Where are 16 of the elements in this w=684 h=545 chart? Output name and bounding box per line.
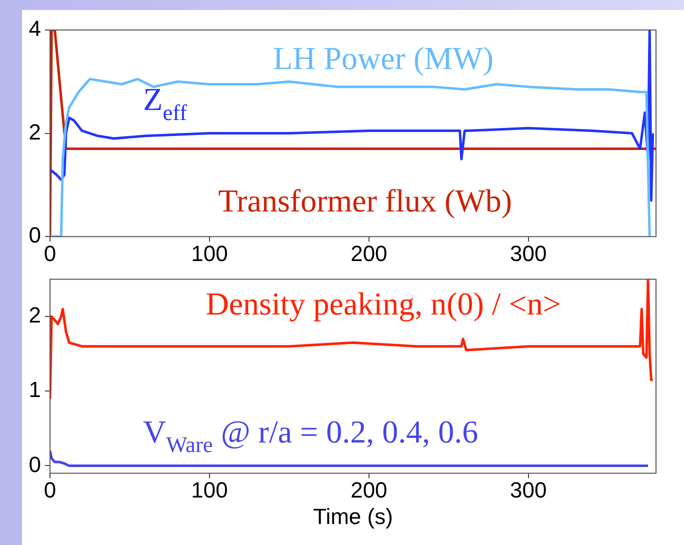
x-tick-label: 300 — [510, 477, 547, 502]
y-tick-label: 2 — [28, 119, 41, 144]
x-tick-label: 200 — [350, 477, 388, 502]
y-tick-label: 0 — [28, 452, 41, 477]
y-tick-label: 4 — [28, 16, 41, 42]
x-axis-title: Time (s) — [313, 504, 393, 529]
y-tick-label: 1 — [28, 377, 41, 402]
x-tick-label: 100 — [191, 240, 228, 266]
x-tick-label: 100 — [191, 477, 228, 502]
x-tick-label: 200 — [350, 240, 388, 266]
series-label: Transformer flux (Wb) — [218, 182, 512, 218]
x-tick-label: 300 — [510, 240, 547, 266]
series-label: LH Power (MW) — [273, 40, 494, 76]
y-tick-label: 0 — [28, 222, 41, 248]
series-label: Density peaking, n(0) / <n> — [206, 285, 561, 322]
y-tick-label: 2 — [28, 302, 41, 328]
